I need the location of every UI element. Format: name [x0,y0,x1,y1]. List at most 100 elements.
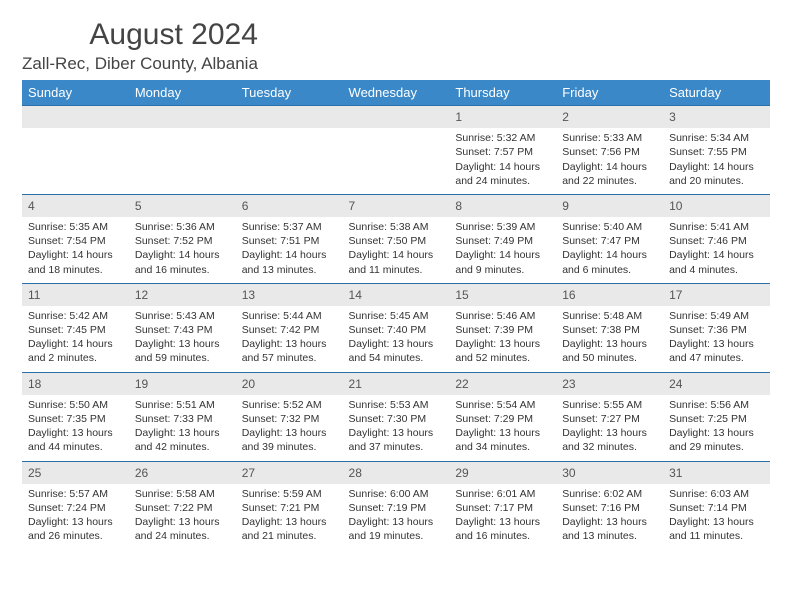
daylight-text: Daylight: 13 hours and 39 minutes. [242,426,337,454]
daynum-row: 18192021222324 [22,372,770,395]
day-details-cell: Sunrise: 5:35 AMSunset: 7:54 PMDaylight:… [22,217,129,283]
daylight-text: Daylight: 13 hours and 59 minutes. [135,337,230,365]
weekday-header: Friday [556,80,663,106]
details-row: Sunrise: 5:35 AMSunset: 7:54 PMDaylight:… [22,217,770,283]
daylight-text: Daylight: 14 hours and 20 minutes. [669,160,764,188]
sunrise-text: Sunrise: 5:43 AM [135,309,230,323]
day-number-cell: 13 [236,283,343,306]
month-title: August 2024 [22,18,258,52]
location-subtitle: Zall-Rec, Diber County, Albania [22,54,258,74]
details-row: Sunrise: 5:50 AMSunset: 7:35 PMDaylight:… [22,395,770,461]
day-details-cell: Sunrise: 5:56 AMSunset: 7:25 PMDaylight:… [663,395,770,461]
daylight-text: Daylight: 13 hours and 26 minutes. [28,515,123,543]
sunrise-text: Sunrise: 6:03 AM [669,487,764,501]
sunrise-text: Sunrise: 5:48 AM [562,309,657,323]
day-number-cell [236,106,343,129]
daylight-text: Daylight: 14 hours and 9 minutes. [455,248,550,276]
sunset-text: Sunset: 7:51 PM [242,234,337,248]
day-details-cell: Sunrise: 6:02 AMSunset: 7:16 PMDaylight:… [556,484,663,550]
sunset-text: Sunset: 7:25 PM [669,412,764,426]
sunrise-text: Sunrise: 5:34 AM [669,131,764,145]
day-number-cell: 16 [556,283,663,306]
day-details-cell: Sunrise: 5:59 AMSunset: 7:21 PMDaylight:… [236,484,343,550]
daylight-text: Daylight: 14 hours and 22 minutes. [562,160,657,188]
daylight-text: Daylight: 13 hours and 44 minutes. [28,426,123,454]
sunrise-text: Sunrise: 5:40 AM [562,220,657,234]
day-number-cell: 25 [22,461,129,484]
daynum-row: 25262728293031 [22,461,770,484]
day-details-cell: Sunrise: 5:58 AMSunset: 7:22 PMDaylight:… [129,484,236,550]
daylight-text: Daylight: 13 hours and 32 minutes. [562,426,657,454]
daylight-text: Daylight: 14 hours and 13 minutes. [242,248,337,276]
day-number-cell: 30 [556,461,663,484]
day-number-cell: 1 [449,106,556,129]
sunset-text: Sunset: 7:16 PM [562,501,657,515]
day-number-cell: 9 [556,194,663,217]
day-details-cell: Sunrise: 5:51 AMSunset: 7:33 PMDaylight:… [129,395,236,461]
sunset-text: Sunset: 7:29 PM [455,412,550,426]
sunset-text: Sunset: 7:50 PM [349,234,444,248]
sunrise-text: Sunrise: 6:00 AM [349,487,444,501]
sunrise-text: Sunrise: 5:36 AM [135,220,230,234]
day-number-cell: 5 [129,194,236,217]
day-details-cell: Sunrise: 6:00 AMSunset: 7:19 PMDaylight:… [343,484,450,550]
day-number-cell: 18 [22,372,129,395]
sunset-text: Sunset: 7:17 PM [455,501,550,515]
sunrise-text: Sunrise: 5:54 AM [455,398,550,412]
daynum-row: 45678910 [22,194,770,217]
day-number-cell: 24 [663,372,770,395]
weekday-header: Thursday [449,80,556,106]
daylight-text: Daylight: 13 hours and 52 minutes. [455,337,550,365]
day-details-cell: Sunrise: 5:33 AMSunset: 7:56 PMDaylight:… [556,128,663,194]
sunset-text: Sunset: 7:32 PM [242,412,337,426]
sunrise-text: Sunrise: 5:33 AM [562,131,657,145]
sunrise-text: Sunrise: 5:55 AM [562,398,657,412]
daylight-text: Daylight: 14 hours and 16 minutes. [135,248,230,276]
day-details-cell: Sunrise: 6:03 AMSunset: 7:14 PMDaylight:… [663,484,770,550]
day-details-cell: Sunrise: 5:46 AMSunset: 7:39 PMDaylight:… [449,306,556,372]
daylight-text: Daylight: 14 hours and 11 minutes. [349,248,444,276]
weekday-header: Tuesday [236,80,343,106]
day-number-cell: 17 [663,283,770,306]
sunrise-text: Sunrise: 5:53 AM [349,398,444,412]
sunset-text: Sunset: 7:14 PM [669,501,764,515]
daylight-text: Daylight: 13 hours and 50 minutes. [562,337,657,365]
daylight-text: Daylight: 13 hours and 57 minutes. [242,337,337,365]
sunrise-text: Sunrise: 5:45 AM [349,309,444,323]
sunrise-text: Sunrise: 5:50 AM [28,398,123,412]
day-number-cell: 11 [22,283,129,306]
day-number-cell: 29 [449,461,556,484]
day-details-cell [22,128,129,194]
day-details-cell: Sunrise: 5:49 AMSunset: 7:36 PMDaylight:… [663,306,770,372]
day-number-cell: 15 [449,283,556,306]
day-number-cell [343,106,450,129]
daylight-text: Daylight: 13 hours and 24 minutes. [135,515,230,543]
sunrise-text: Sunrise: 6:01 AM [455,487,550,501]
day-details-cell: Sunrise: 5:32 AMSunset: 7:57 PMDaylight:… [449,128,556,194]
sunrise-text: Sunrise: 5:42 AM [28,309,123,323]
day-number-cell: 31 [663,461,770,484]
sunset-text: Sunset: 7:46 PM [669,234,764,248]
day-number-cell [129,106,236,129]
calendar-table: Sunday Monday Tuesday Wednesday Thursday… [22,80,770,549]
details-row: Sunrise: 5:32 AMSunset: 7:57 PMDaylight:… [22,128,770,194]
day-details-cell: Sunrise: 5:39 AMSunset: 7:49 PMDaylight:… [449,217,556,283]
daylight-text: Daylight: 13 hours and 47 minutes. [669,337,764,365]
daylight-text: Daylight: 13 hours and 54 minutes. [349,337,444,365]
sunset-text: Sunset: 7:21 PM [242,501,337,515]
weekday-header: Monday [129,80,236,106]
title-block: August 2024 Zall-Rec, Diber County, Alba… [22,18,258,74]
day-number-cell: 10 [663,194,770,217]
sunset-text: Sunset: 7:52 PM [135,234,230,248]
day-details-cell: Sunrise: 5:55 AMSunset: 7:27 PMDaylight:… [556,395,663,461]
sunset-text: Sunset: 7:45 PM [28,323,123,337]
day-details-cell: Sunrise: 5:38 AMSunset: 7:50 PMDaylight:… [343,217,450,283]
day-details-cell: Sunrise: 6:01 AMSunset: 7:17 PMDaylight:… [449,484,556,550]
sunset-text: Sunset: 7:54 PM [28,234,123,248]
day-details-cell: Sunrise: 5:54 AMSunset: 7:29 PMDaylight:… [449,395,556,461]
day-number-cell: 22 [449,372,556,395]
day-details-cell: Sunrise: 5:42 AMSunset: 7:45 PMDaylight:… [22,306,129,372]
sunset-text: Sunset: 7:42 PM [242,323,337,337]
sunset-text: Sunset: 7:55 PM [669,145,764,159]
daylight-text: Daylight: 13 hours and 19 minutes. [349,515,444,543]
